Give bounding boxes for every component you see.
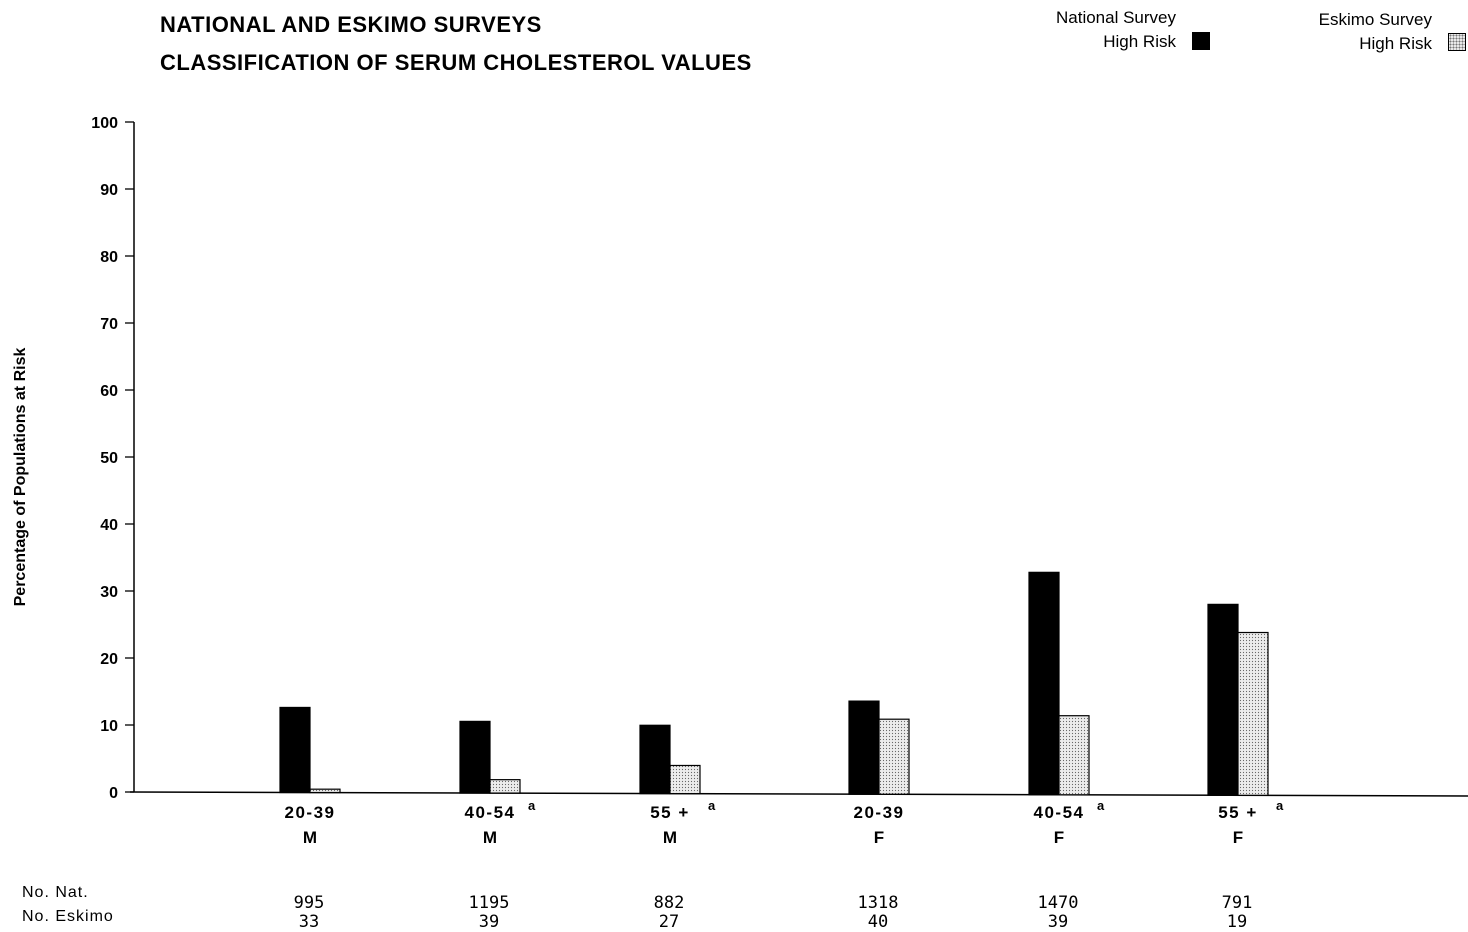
national-bar <box>848 700 880 795</box>
chart-title: NATIONAL AND ESKIMO SURVEYS <box>160 12 542 37</box>
legend-eskimo: Eskimo Survey High Risk <box>1319 8 1432 56</box>
y-tick-label: 90 <box>100 182 118 199</box>
x-age-label: 20-39 <box>854 803 905 822</box>
x-sex-label: F <box>1233 828 1243 847</box>
eskimo-count: 33 <box>299 912 319 932</box>
eskimo-bar <box>1237 631 1269 796</box>
national-count: 1470 <box>1038 893 1079 913</box>
eskimo-count: 39 <box>1048 912 1068 932</box>
chart-subtitle: CLASSIFICATION OF SERUM CHOLESTEROL VALU… <box>160 50 752 75</box>
y-tick-label: 30 <box>100 584 118 601</box>
eskimo-count: 19 <box>1227 912 1247 932</box>
national-count-label: No. Nat. <box>22 884 89 901</box>
national-count: 995 <box>294 893 325 913</box>
y-tick-label: 100 <box>91 115 118 132</box>
national-bar <box>1028 571 1060 796</box>
national-bar <box>279 706 311 794</box>
eskimo-count-label: No. Eskimo <box>22 908 114 925</box>
national-bar <box>1207 603 1239 796</box>
y-tick-label: 10 <box>100 718 118 735</box>
x-age-label: 20-39 <box>285 803 336 822</box>
y-tick-label: 40 <box>100 517 118 534</box>
eskimo-bar <box>309 788 341 794</box>
eskimo-bar <box>1058 715 1090 796</box>
x-age-label: 40-54 <box>465 803 516 822</box>
eskimo-count: 40 <box>868 912 888 932</box>
x-sex-label: M <box>483 828 497 847</box>
legend-national-line1: National Survey <box>1055 8 1176 27</box>
national-bar <box>459 720 491 794</box>
y-tick-label: 0 <box>109 785 118 802</box>
y-tick-label: 20 <box>100 651 118 668</box>
legend-eskimo-line2: High Risk <box>1359 34 1432 53</box>
x-footnote-mark: a <box>708 798 716 813</box>
y-axis-label: Percentage of Populations at Risk <box>12 348 29 607</box>
legend-national-swatch <box>1192 32 1210 50</box>
x-footnote-mark: a <box>1276 798 1284 813</box>
eskimo-bar <box>878 718 910 795</box>
national-count: 791 <box>1222 893 1253 913</box>
y-tick-label: 80 <box>100 249 118 266</box>
national-bar <box>639 724 671 795</box>
eskimo-count: 39 <box>479 912 499 932</box>
legend-eskimo-line1: Eskimo Survey <box>1318 10 1432 29</box>
x-footnote-mark: a <box>1097 798 1105 813</box>
national-count: 1318 <box>858 893 899 913</box>
x-age-label: 55 + <box>650 803 690 822</box>
x-sex-label: M <box>303 828 317 847</box>
legend-eskimo-swatch <box>1448 33 1466 51</box>
legend-national-line2: High Risk <box>1103 32 1176 51</box>
y-tick-label: 60 <box>100 383 118 400</box>
x-sex-label: F <box>874 828 884 847</box>
eskimo-count: 27 <box>659 912 679 932</box>
x-age-label: 55 + <box>1218 803 1258 822</box>
national-count: 1195 <box>469 893 510 913</box>
eskimo-bar <box>669 764 701 795</box>
eskimo-bar <box>489 779 521 794</box>
x-footnote-mark: a <box>528 798 536 813</box>
legend-national: National Survey High Risk <box>1056 6 1176 54</box>
x-sex-label: M <box>663 828 677 847</box>
national-count: 882 <box>654 893 685 913</box>
x-age-label: 40-54 <box>1034 803 1085 822</box>
x-sex-label: F <box>1054 828 1064 847</box>
y-tick-label: 70 <box>100 316 118 333</box>
y-tick-label: 50 <box>100 450 118 467</box>
